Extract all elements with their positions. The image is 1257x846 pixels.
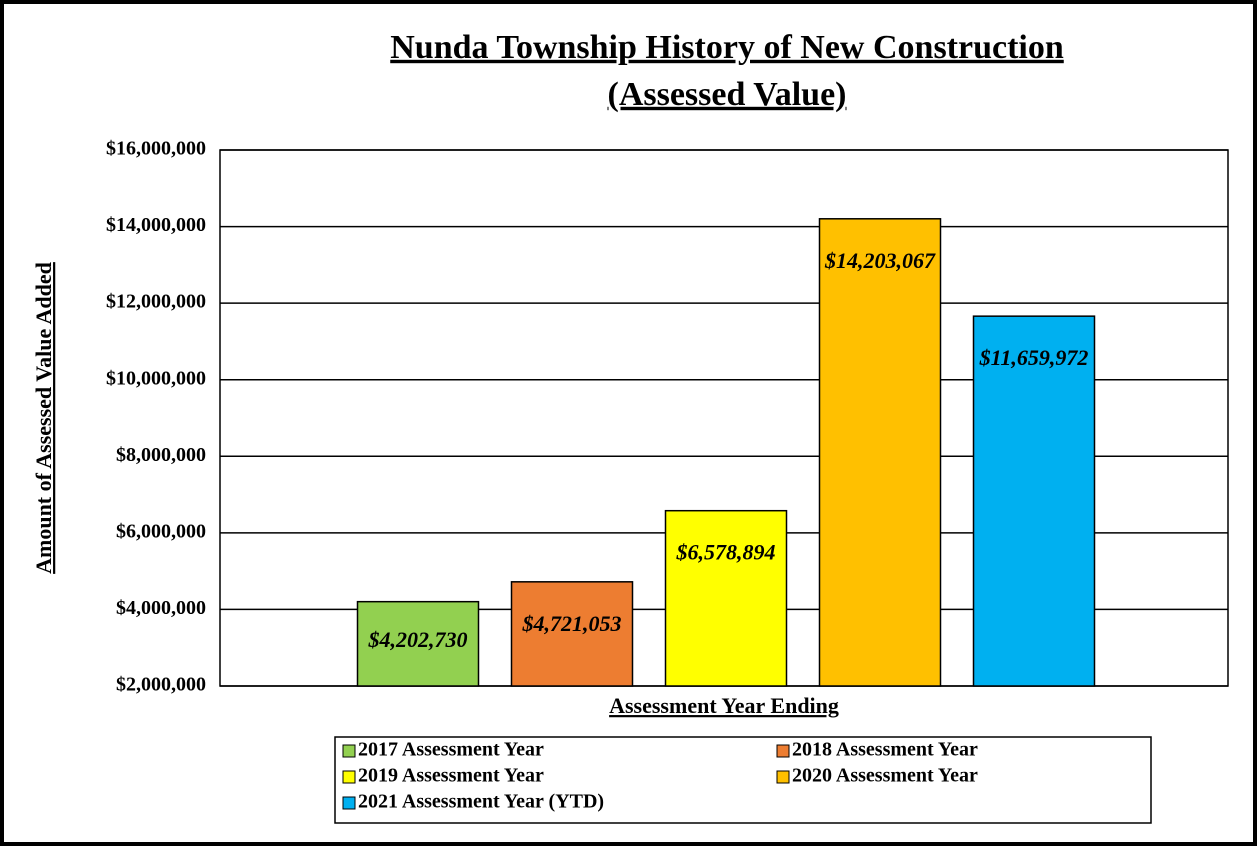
data-label: $4,202,730: [368, 627, 468, 652]
legend-swatch: [776, 744, 790, 758]
legend-swatch: [342, 744, 356, 758]
legend-label: 2021 Assessment Year (YTD): [358, 791, 604, 813]
legend-swatch: [342, 770, 356, 784]
bar: [510, 581, 634, 687]
bar: [818, 218, 942, 687]
legend-label: 2020 Assessment Year: [792, 765, 978, 787]
legend-swatch: [342, 796, 356, 810]
y-tick-label: $4,000,000: [116, 597, 206, 619]
y-tick-label: $2,000,000: [116, 674, 206, 696]
legend-swatch: [776, 770, 790, 784]
data-label: $14,203,067: [824, 248, 936, 273]
y-tick-label: $10,000,000: [106, 367, 206, 389]
data-label: $6,578,894: [676, 540, 776, 565]
y-tick-label: $14,000,000: [106, 214, 206, 236]
y-axis-title: Amount of Assessed Value Added: [31, 262, 56, 574]
chart-title: (Assessed Value): [608, 76, 847, 113]
bar: [972, 315, 1096, 687]
data-label: $11,659,972: [979, 345, 1089, 370]
data-label: $4,721,053: [522, 611, 622, 636]
x-axis-title: Assessment Year Ending: [609, 693, 839, 718]
bar: [664, 509, 788, 687]
y-tick-label: $12,000,000: [106, 291, 206, 313]
y-tick-label: $6,000,000: [116, 520, 206, 542]
chart-title: Nunda Township History of New Constructi…: [390, 29, 1064, 66]
bar: [356, 600, 480, 687]
legend-label: 2017 Assessment Year: [358, 739, 544, 761]
legend-label: 2018 Assessment Year: [792, 739, 978, 761]
y-tick-label: $16,000,000: [106, 138, 206, 160]
y-tick-label: $8,000,000: [116, 444, 206, 466]
legend-box: [334, 736, 1152, 824]
legend-label: 2019 Assessment Year: [358, 765, 544, 787]
